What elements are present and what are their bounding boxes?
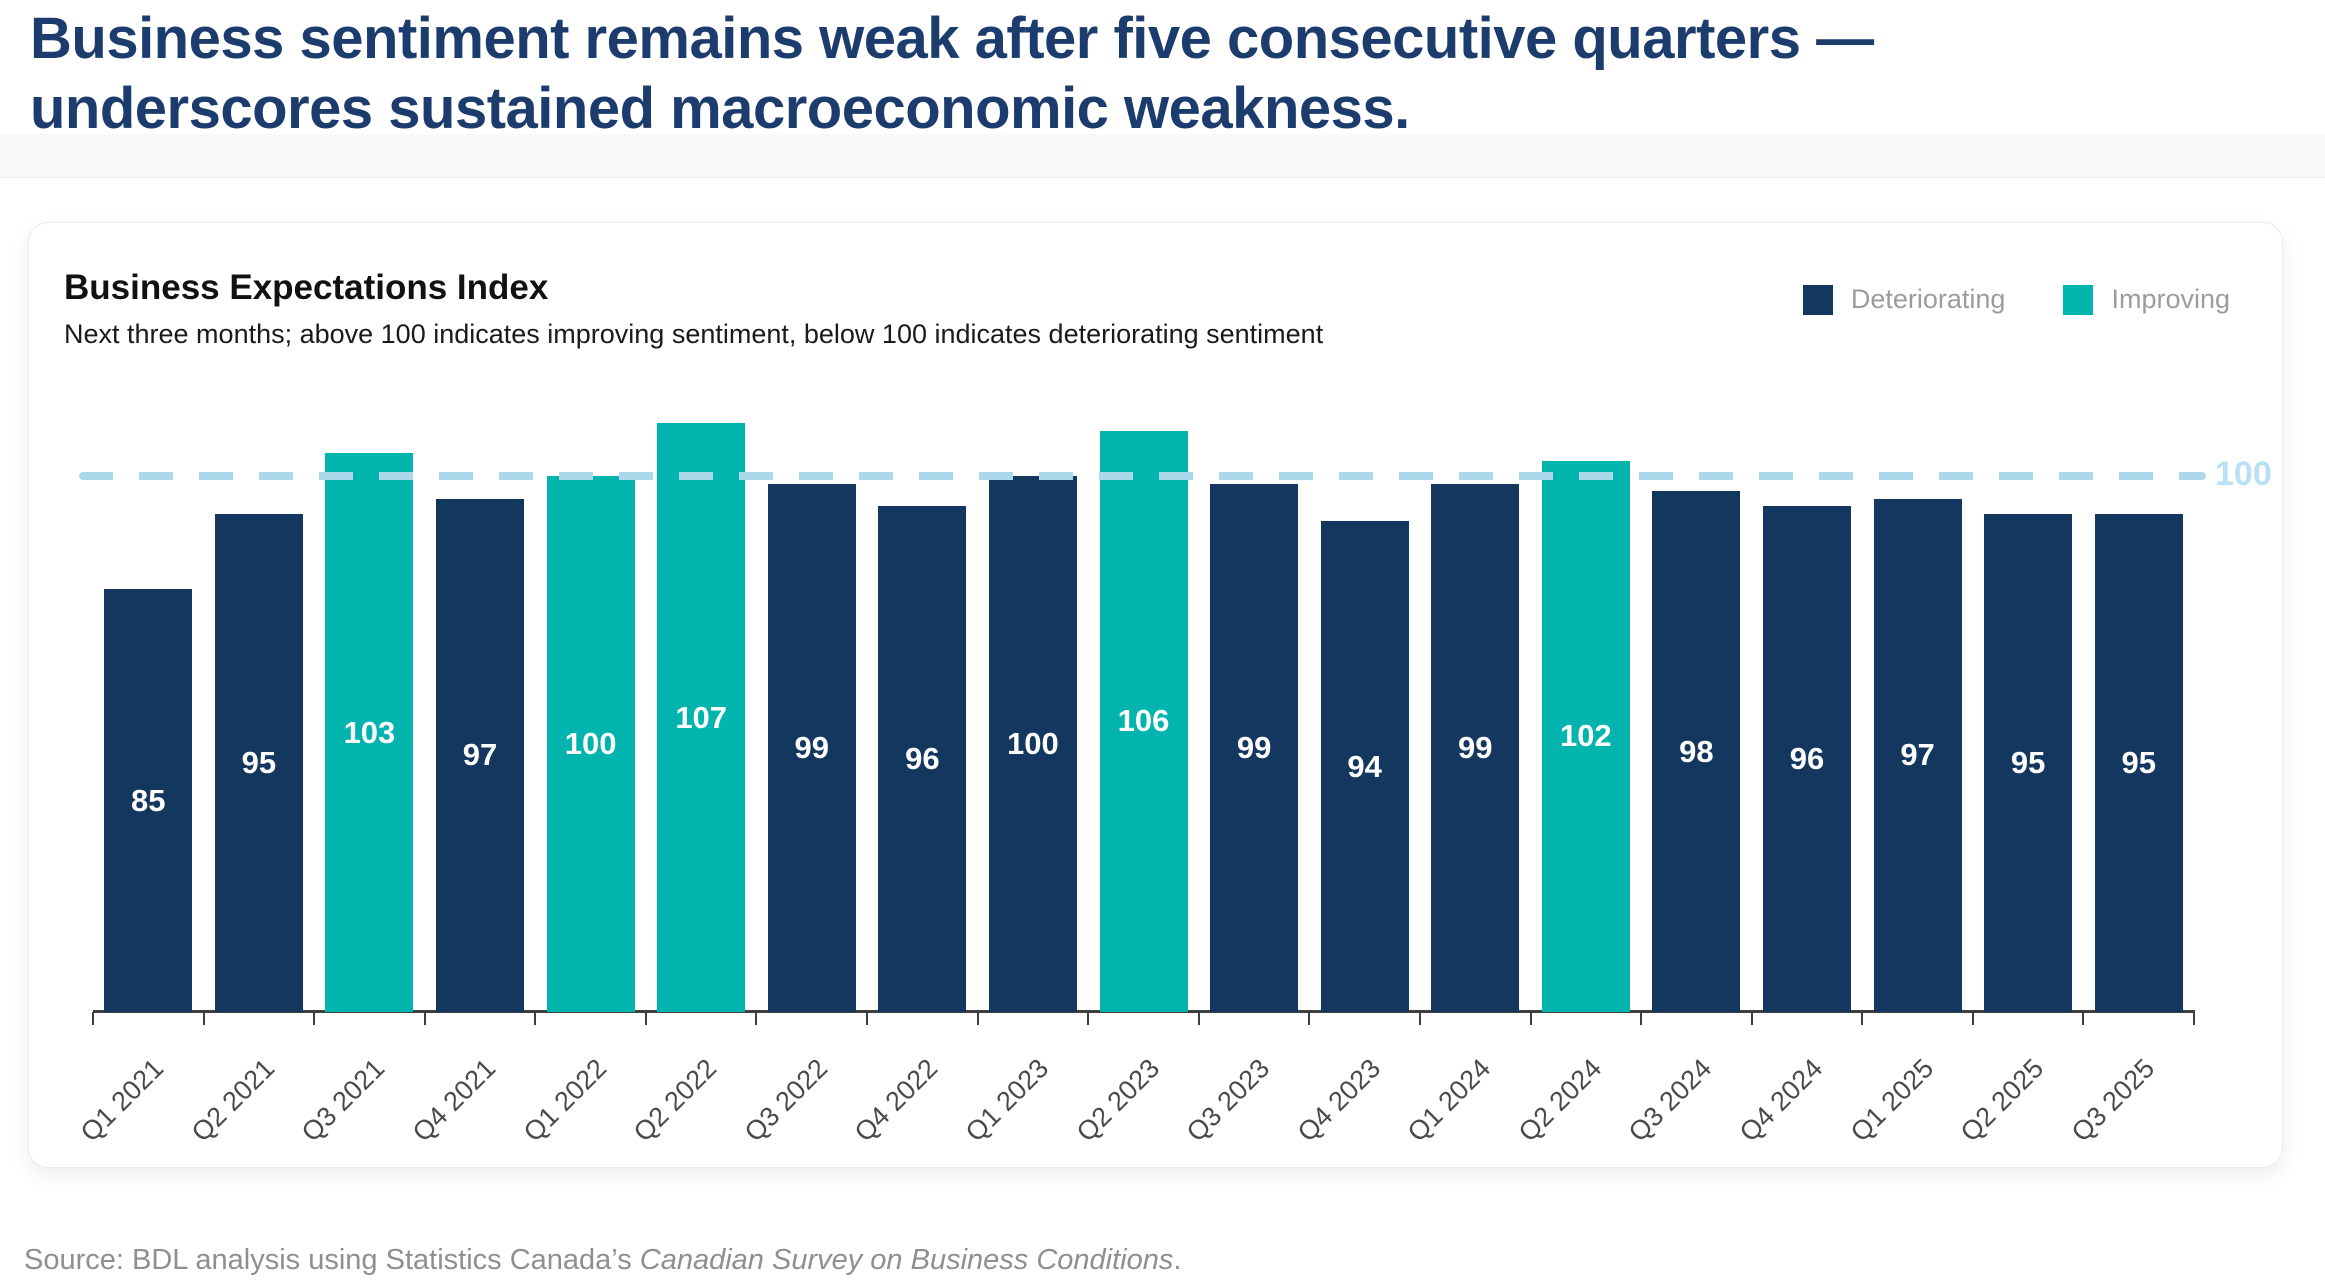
bar-value-label: 99 xyxy=(1236,729,1272,765)
bar-value-label: 102 xyxy=(1559,718,1612,754)
bar-q3-2023: 99 xyxy=(1210,483,1299,1012)
axis-tick xyxy=(644,1012,647,1025)
bar-q1-2025: 97 xyxy=(1873,498,1962,1012)
chart-legend: Deteriorating Improving xyxy=(1802,284,2230,315)
x-axis-label: Q4 2021 xyxy=(406,1053,502,1148)
x-axis-label: Q4 2022 xyxy=(849,1053,944,1148)
axis-tick xyxy=(313,1012,316,1025)
bar-q3-2025: 95 xyxy=(2094,513,2183,1012)
bar-q3-2021: 103 xyxy=(325,453,414,1012)
bar-q2-2024: 102 xyxy=(1541,460,1630,1012)
bar-q1-2022: 100 xyxy=(546,475,635,1012)
bar-value-label: 99 xyxy=(794,729,829,765)
reference-line xyxy=(79,472,2206,480)
axis-tick xyxy=(202,1012,205,1025)
x-axis-label: Q3 2025 xyxy=(2065,1053,2160,1148)
x-axis-label: Q2 2023 xyxy=(1070,1053,1165,1148)
axis-tick xyxy=(1529,1012,1532,1025)
bar-value-label: 100 xyxy=(1007,725,1059,761)
bar-q4-2021: 97 xyxy=(436,498,525,1012)
axis-tick xyxy=(976,1012,979,1025)
bar-value-label: 103 xyxy=(343,714,396,750)
bar-value-label: 95 xyxy=(241,744,277,780)
improving-swatch-icon xyxy=(2063,284,2094,315)
bar-value-label: 94 xyxy=(1347,748,1382,784)
axis-tick xyxy=(2193,1012,2196,1025)
background-band xyxy=(0,134,2325,178)
bar-q1-2021: 85 xyxy=(104,589,193,1012)
bar-value-label: 107 xyxy=(675,699,728,735)
axis-tick xyxy=(755,1012,758,1025)
bar-q4-2024: 96 xyxy=(1762,506,1851,1012)
x-axis-label: Q3 2023 xyxy=(1180,1053,1276,1148)
chart-subtitle: Next three months; above 100 indicates i… xyxy=(64,319,1324,349)
chart-title: Business Expectations Index xyxy=(64,268,549,307)
bar-chart-plot: 100 85 Q1 2021 95 Q2 2021 103 Q3 2021 97 Q4 202… xyxy=(29,223,2284,1169)
reference-line-label: 100 xyxy=(2215,455,2272,493)
bar-value-label: 96 xyxy=(905,741,940,777)
axis-tick xyxy=(1971,1012,1974,1025)
axis-tick xyxy=(1087,1012,1090,1025)
bar-q4-2023: 94 xyxy=(1320,521,1409,1012)
bar-value-label: 97 xyxy=(462,737,498,773)
axis-tick xyxy=(423,1012,426,1025)
legend-label: Improving xyxy=(2111,284,2230,314)
bar-value-label: 95 xyxy=(2121,744,2156,780)
bar-q3-2022: 99 xyxy=(767,483,856,1012)
x-axis-label: Q2 2024 xyxy=(1512,1053,1608,1148)
x-axis-label: Q2 2021 xyxy=(185,1053,281,1148)
x-axis-label: Q1 2024 xyxy=(1401,1053,1497,1148)
bar-value-label: 85 xyxy=(131,782,166,818)
x-axis-label: Q1 2025 xyxy=(1844,1053,1939,1148)
x-axis-label: Q2 2022 xyxy=(627,1053,723,1148)
bar-q2-2021: 95 xyxy=(214,513,303,1012)
bar-q2-2023: 106 xyxy=(1099,430,1188,1012)
deteriorating-swatch-icon xyxy=(1802,284,1833,315)
axis-tick xyxy=(1861,1012,1864,1025)
bar-value-label: 95 xyxy=(2010,744,2046,780)
x-axis-label: Q4 2024 xyxy=(1733,1053,1829,1148)
x-axis-label: Q4 2023 xyxy=(1291,1053,1386,1148)
axis-tick xyxy=(1640,1012,1643,1025)
axis-tick xyxy=(1418,1012,1421,1025)
bar-q3-2024: 98 xyxy=(1652,491,1741,1012)
bar-value-label: 98 xyxy=(1679,733,1714,769)
headline-line-2: underscores sustained macroeconomic weak… xyxy=(30,76,1410,141)
bar-value-label: 106 xyxy=(1117,703,1170,739)
axis-tick xyxy=(1308,1012,1311,1025)
x-axis-label: Q3 2024 xyxy=(1623,1053,1718,1148)
legend-item-improving: Improving xyxy=(2063,284,2230,315)
x-axis-label: Q3 2021 xyxy=(296,1053,391,1148)
axis-tick xyxy=(1750,1012,1753,1025)
x-axis-label: Q3 2022 xyxy=(738,1053,833,1148)
headline: Business sentiment remains weak after fi… xyxy=(30,4,1874,144)
source-note: Source: BDL analysis using Statistics Ca… xyxy=(24,1244,1181,1277)
source-period: . xyxy=(1173,1244,1182,1276)
axis-tick xyxy=(866,1012,869,1025)
bar-value-label: 97 xyxy=(1900,737,1935,773)
axis-tick xyxy=(534,1012,537,1025)
source-publication: Canadian Survey on Business Conditions xyxy=(639,1244,1174,1276)
axis-tick xyxy=(1197,1012,1200,1025)
bar-value-label: 96 xyxy=(1789,741,1825,777)
legend-label: Deteriorating xyxy=(1850,284,2006,314)
axis-tick xyxy=(2082,1012,2085,1025)
bar-q1-2024: 99 xyxy=(1431,483,1520,1012)
bar-q2-2025: 95 xyxy=(1984,513,2073,1012)
bar-q2-2022: 107 xyxy=(657,423,746,1012)
source-text: Source: BDL analysis using Statistics Ca… xyxy=(24,1244,640,1276)
x-axis-label: Q1 2022 xyxy=(517,1053,612,1148)
legend-item-deteriorating: Deteriorating xyxy=(1802,284,2006,315)
bar-q1-2023: 100 xyxy=(988,475,1077,1012)
bar-value-label: 99 xyxy=(1458,729,1493,765)
bar-value-label: 100 xyxy=(564,725,617,761)
x-axis-label: Q1 2021 xyxy=(75,1053,170,1148)
axis-tick xyxy=(92,1012,94,1025)
bar-q4-2022: 96 xyxy=(878,506,967,1012)
x-axis-label: Q2 2025 xyxy=(1954,1053,2050,1148)
headline-line-1: Business sentiment remains weak after fi… xyxy=(30,6,1874,71)
chart-card: Business Expectations Index Next three m… xyxy=(28,222,2283,1168)
x-axis-label: Q1 2023 xyxy=(959,1053,1055,1148)
